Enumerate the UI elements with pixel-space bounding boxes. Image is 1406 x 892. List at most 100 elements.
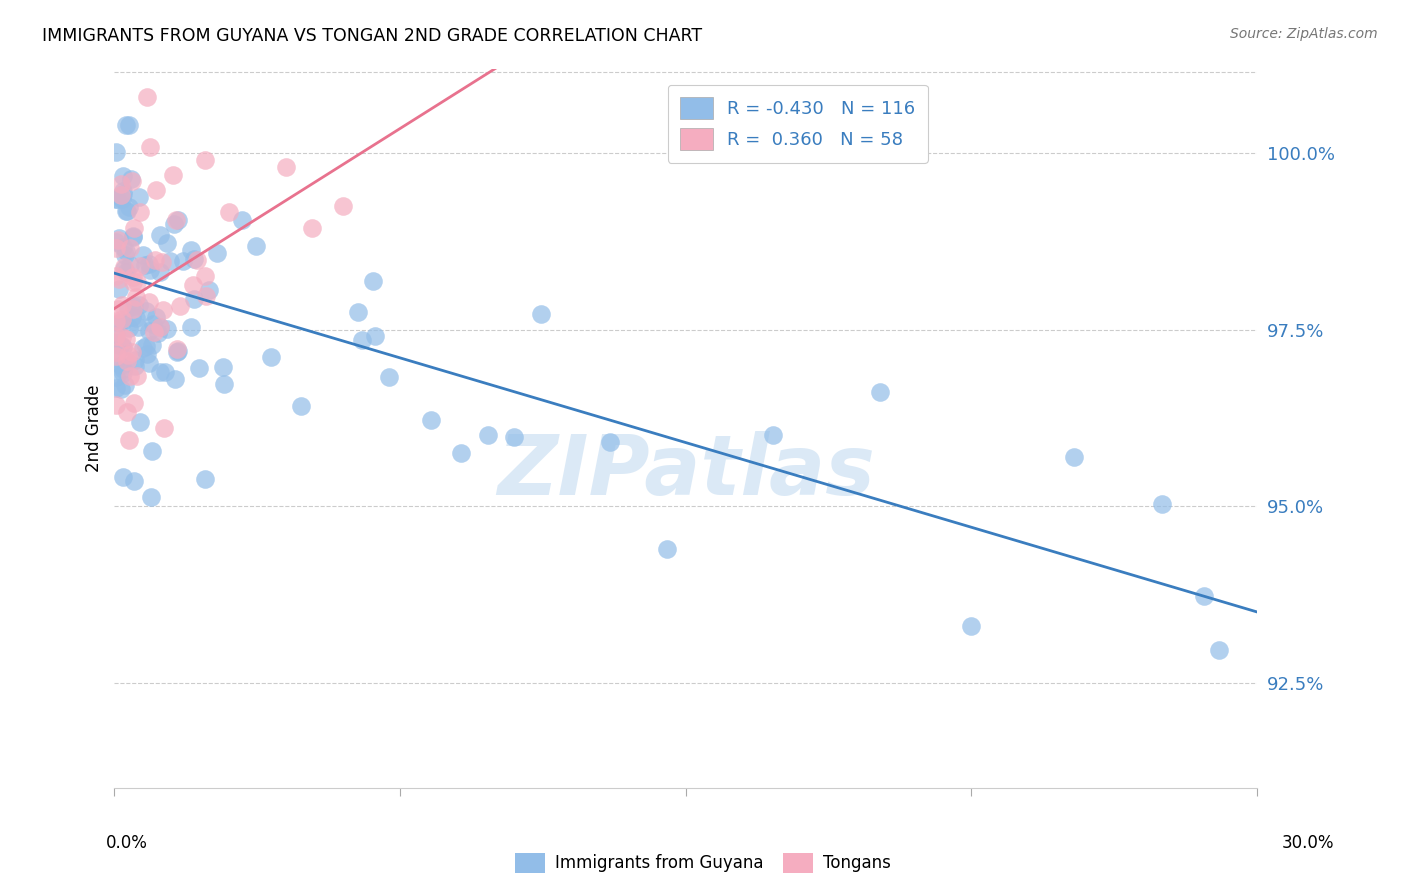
- Point: [105, 381, 128, 395]
- Point: [105, 235, 128, 249]
- Point: [124, 353, 146, 368]
- Text: Source: ZipAtlas.com: Source: ZipAtlas.com: [1230, 27, 1378, 41]
- Point: [346, 305, 368, 319]
- Point: [169, 299, 191, 313]
- Point: [599, 435, 621, 450]
- Point: [118, 118, 141, 132]
- Point: [120, 242, 142, 256]
- Point: [114, 204, 136, 219]
- Point: [166, 212, 188, 227]
- Point: [960, 619, 983, 633]
- Point: [194, 153, 217, 167]
- Point: [105, 145, 128, 159]
- Point: [503, 430, 526, 444]
- Point: [180, 243, 202, 257]
- Point: [155, 365, 177, 379]
- Point: [141, 338, 163, 352]
- Point: [105, 337, 128, 351]
- Point: [110, 177, 132, 191]
- Point: [122, 275, 145, 289]
- Point: [107, 301, 129, 316]
- Legend: Immigrants from Guyana, Tongans: Immigrants from Guyana, Tongans: [508, 847, 898, 880]
- Text: 30.0%: 30.0%: [1281, 834, 1334, 852]
- Point: [194, 289, 217, 303]
- Point: [105, 352, 128, 367]
- Point: [105, 313, 128, 327]
- Point: [148, 265, 170, 279]
- Point: [114, 332, 136, 346]
- Point: [128, 190, 150, 204]
- Point: [110, 358, 132, 372]
- Point: [145, 310, 167, 325]
- Point: [152, 303, 174, 318]
- Point: [187, 360, 209, 375]
- Point: [117, 200, 139, 214]
- Point: [153, 421, 176, 435]
- Point: [122, 270, 145, 285]
- Point: [163, 372, 186, 386]
- Point: [121, 228, 143, 243]
- Point: [122, 475, 145, 489]
- Point: [115, 244, 138, 259]
- Point: [162, 168, 184, 182]
- Point: [159, 254, 181, 268]
- Point: [111, 340, 134, 354]
- Point: [112, 260, 135, 274]
- Point: [105, 327, 128, 342]
- Point: [117, 301, 139, 316]
- Point: [869, 384, 891, 399]
- Legend: R = -0.430   N = 116, R =  0.360   N = 58: R = -0.430 N = 116, R = 0.360 N = 58: [668, 85, 928, 163]
- Point: [183, 292, 205, 306]
- Point: [105, 335, 128, 350]
- Point: [166, 344, 188, 359]
- Point: [218, 204, 240, 219]
- Point: [110, 337, 132, 351]
- Point: [105, 329, 128, 343]
- Point: [477, 427, 499, 442]
- Point: [135, 304, 157, 318]
- Point: [124, 396, 146, 410]
- Point: [762, 427, 785, 442]
- Point: [121, 301, 143, 316]
- Point: [134, 258, 156, 272]
- Point: [149, 320, 172, 334]
- Point: [142, 317, 165, 331]
- Point: [274, 160, 297, 174]
- Point: [125, 369, 148, 384]
- Point: [112, 366, 135, 380]
- Point: [148, 326, 170, 340]
- Point: [105, 241, 128, 255]
- Point: [655, 542, 678, 557]
- Point: [138, 140, 160, 154]
- Point: [138, 257, 160, 271]
- Point: [115, 118, 138, 132]
- Point: [111, 186, 134, 201]
- Point: [121, 344, 143, 359]
- Point: [112, 240, 135, 254]
- Point: [138, 263, 160, 277]
- Point: [125, 275, 148, 289]
- Point: [105, 369, 128, 384]
- Point: [129, 259, 152, 273]
- Point: [150, 255, 173, 269]
- Point: [115, 354, 138, 368]
- Point: [166, 342, 188, 356]
- Point: [108, 231, 131, 245]
- Point: [136, 346, 159, 360]
- Point: [105, 268, 128, 283]
- Text: IMMIGRANTS FROM GUYANA VS TONGAN 2ND GRADE CORRELATION CHART: IMMIGRANTS FROM GUYANA VS TONGAN 2ND GRA…: [42, 27, 703, 45]
- Y-axis label: 2nd Grade: 2nd Grade: [86, 384, 103, 472]
- Point: [194, 268, 217, 283]
- Point: [105, 349, 128, 363]
- Point: [143, 252, 166, 267]
- Point: [180, 320, 202, 334]
- Point: [122, 230, 145, 244]
- Point: [419, 413, 441, 427]
- Point: [1150, 497, 1173, 511]
- Point: [1063, 450, 1085, 465]
- Point: [111, 192, 134, 206]
- Point: [105, 192, 128, 206]
- Point: [105, 398, 128, 412]
- Point: [110, 298, 132, 312]
- Point: [361, 274, 384, 288]
